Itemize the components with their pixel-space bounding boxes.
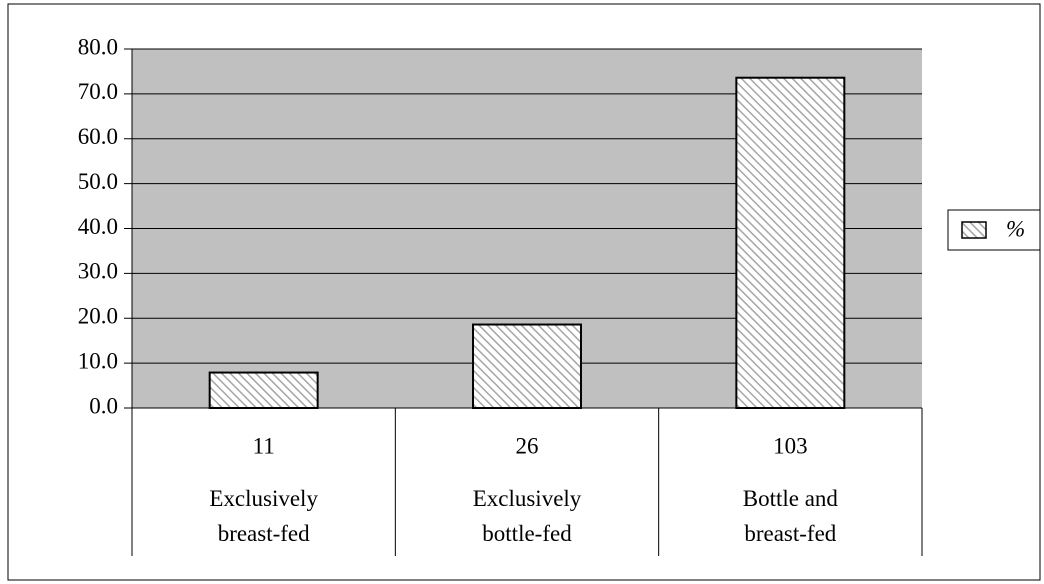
y-tick-label: 60.0 xyxy=(78,124,118,149)
bar xyxy=(472,323,582,409)
y-tick-label: 70.0 xyxy=(78,79,118,104)
y-tick-label: 80.0 xyxy=(78,34,118,59)
x-tick-label: Exclusively breast-fed xyxy=(209,486,318,546)
y-tick-label: 0.0 xyxy=(89,393,118,418)
legend-swatch xyxy=(961,221,987,239)
category-count: 26 xyxy=(516,433,539,458)
category-count: 103 xyxy=(773,433,808,458)
category-count: 11 xyxy=(253,433,275,458)
y-tick-label: 30.0 xyxy=(78,259,118,284)
y-tick-label: 50.0 xyxy=(78,169,118,194)
y-tick-label: 20.0 xyxy=(78,304,118,329)
y-tick-label: 40.0 xyxy=(78,214,118,239)
x-tick-label: Bottle and breast-fed xyxy=(743,486,839,546)
x-tick-label: Exclusively bottle-fed xyxy=(473,486,582,546)
y-tick-label: 10.0 xyxy=(78,348,118,373)
legend-label: % xyxy=(1006,216,1025,241)
bar xyxy=(208,371,319,409)
bar xyxy=(735,76,846,409)
